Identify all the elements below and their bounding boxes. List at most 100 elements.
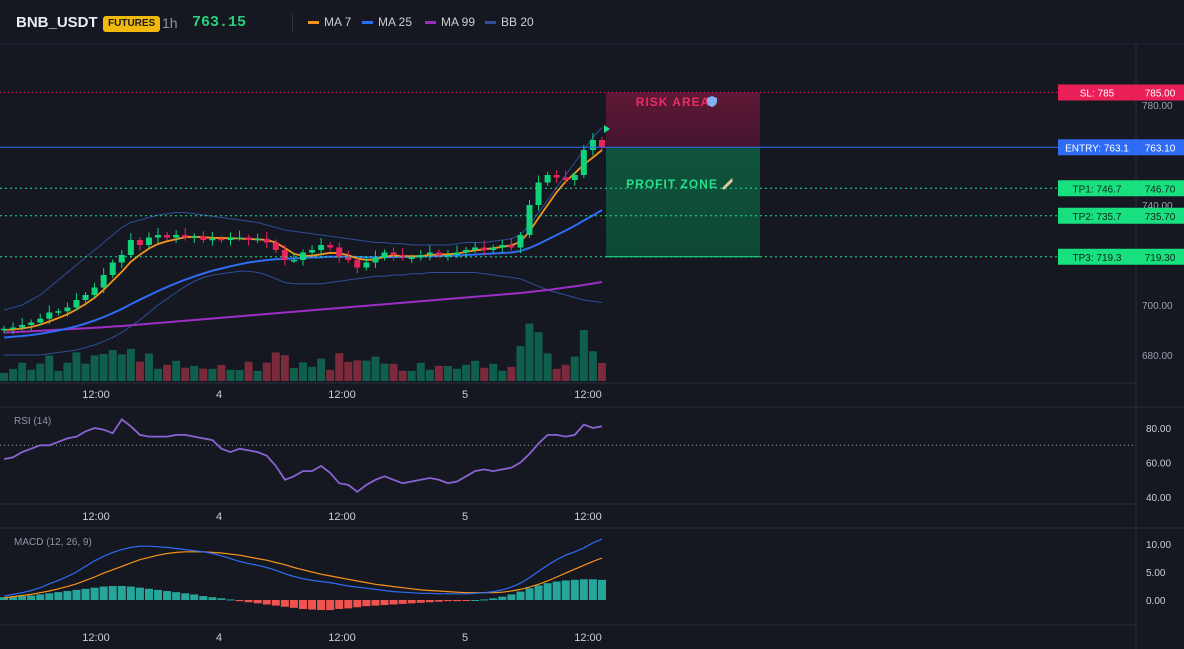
- rsi-tick: 40.00: [1146, 493, 1171, 504]
- legend-ma99[interactable]: MA 99: [425, 15, 475, 29]
- candle[interactable]: [55, 308, 62, 316]
- macd-hist-bar: [154, 589, 163, 600]
- candle[interactable]: [490, 244, 497, 254]
- time-label: 4: [216, 511, 222, 523]
- volume-bar: [54, 370, 63, 381]
- candle[interactable]: [118, 250, 125, 268]
- candle[interactable]: [263, 231, 270, 248]
- candle-body: [444, 255, 451, 257]
- candle[interactable]: [426, 245, 433, 261]
- candle[interactable]: [399, 248, 406, 261]
- candle[interactable]: [37, 313, 44, 326]
- candle[interactable]: [354, 257, 361, 273]
- macd-hist-bar: [27, 595, 36, 600]
- candle[interactable]: [91, 282, 98, 299]
- candle[interactable]: [136, 237, 143, 251]
- volume-bar: [208, 368, 217, 381]
- candle[interactable]: [381, 249, 388, 261]
- volume-bar: [308, 366, 317, 381]
- macd-tick: 5.00: [1146, 568, 1166, 579]
- candle[interactable]: [363, 257, 370, 271]
- candle[interactable]: [164, 232, 171, 241]
- candle[interactable]: [272, 239, 279, 254]
- candle[interactable]: [245, 234, 252, 246]
- candle[interactable]: [580, 145, 587, 178]
- candle[interactable]: [82, 292, 89, 306]
- candle[interactable]: [64, 302, 71, 317]
- candle[interactable]: [571, 172, 578, 186]
- volume-bar: [262, 362, 271, 381]
- candle[interactable]: [254, 233, 261, 243]
- candle[interactable]: [10, 322, 17, 335]
- candle[interactable]: [73, 293, 80, 311]
- candle[interactable]: [336, 242, 343, 264]
- candle[interactable]: [109, 259, 116, 279]
- candle[interactable]: [209, 231, 216, 246]
- candle[interactable]: [508, 238, 515, 251]
- candle[interactable]: [173, 230, 180, 243]
- candles: [1, 133, 605, 335]
- candle[interactable]: [435, 249, 442, 259]
- timeframe-label[interactable]: 1h: [162, 15, 178, 31]
- candle[interactable]: [499, 240, 506, 253]
- candle[interactable]: [517, 232, 524, 253]
- candle[interactable]: [100, 268, 107, 293]
- candle[interactable]: [155, 228, 162, 243]
- candle[interactable]: [200, 231, 207, 243]
- candle[interactable]: [318, 238, 325, 256]
- volume-bar: [588, 351, 597, 381]
- candle[interactable]: [463, 247, 470, 258]
- legend-bb20[interactable]: BB 20: [485, 15, 534, 29]
- legend-ma7[interactable]: MA 7: [308, 15, 351, 29]
- candle[interactable]: [481, 240, 488, 256]
- time-label: 12:00: [82, 389, 110, 401]
- candle[interactable]: [182, 228, 189, 241]
- candle-body: [508, 245, 515, 248]
- candle[interactable]: [408, 254, 415, 264]
- tp2-tag: TP2: 735.7: [1073, 212, 1122, 223]
- candle[interactable]: [553, 170, 560, 183]
- candle[interactable]: [562, 170, 569, 184]
- symbol-label[interactable]: BNB_USDT: [16, 14, 98, 31]
- candle-body: [481, 247, 488, 250]
- macd-hist-bar: [398, 600, 407, 604]
- candle-body: [46, 312, 53, 319]
- candle[interactable]: [345, 250, 352, 264]
- macd-hist-bar: [471, 600, 480, 601]
- candle[interactable]: [372, 250, 379, 269]
- candle[interactable]: [290, 253, 297, 263]
- candle[interactable]: [227, 232, 234, 246]
- candle[interactable]: [390, 247, 397, 261]
- candle[interactable]: [589, 133, 596, 156]
- candle[interactable]: [444, 250, 451, 261]
- candle[interactable]: [327, 242, 334, 251]
- macd-hist-bar: [498, 596, 507, 600]
- candle[interactable]: [526, 200, 533, 238]
- candle[interactable]: [598, 137, 605, 151]
- macd-hist-bar: [81, 588, 90, 600]
- legend-ma25[interactable]: MA 25: [362, 15, 412, 29]
- macd-hist-bar: [190, 594, 199, 600]
- tp1-value: 746.70: [1145, 184, 1176, 195]
- candle[interactable]: [472, 242, 479, 254]
- candle[interactable]: [218, 235, 225, 243]
- candle[interactable]: [127, 233, 134, 258]
- candle[interactable]: [544, 172, 551, 186]
- candle[interactable]: [191, 233, 198, 243]
- volume-bar: [344, 361, 353, 381]
- candle[interactable]: [19, 318, 26, 331]
- candle-body: [218, 238, 225, 241]
- candle[interactable]: [535, 175, 542, 211]
- candle[interactable]: [454, 245, 460, 259]
- candle[interactable]: [145, 232, 152, 249]
- candle[interactable]: [28, 319, 35, 331]
- candle[interactable]: [309, 245, 316, 256]
- candle[interactable]: [1, 325, 7, 333]
- candle[interactable]: [236, 230, 243, 241]
- candle[interactable]: [299, 249, 306, 266]
- price-tick: 700.00: [1142, 301, 1173, 312]
- profit-zone-label: PROFIT ZONE: [626, 177, 718, 191]
- candle[interactable]: [281, 245, 288, 266]
- candle[interactable]: [46, 305, 53, 325]
